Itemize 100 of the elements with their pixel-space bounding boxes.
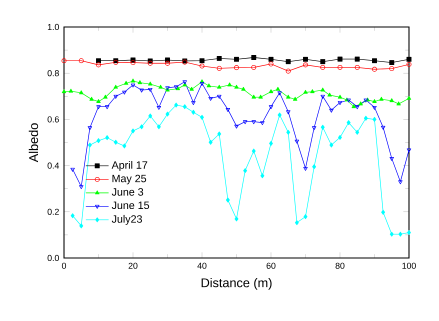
point bbox=[243, 168, 248, 174]
point bbox=[303, 62, 308, 68]
point bbox=[379, 96, 384, 101]
point bbox=[89, 96, 94, 101]
point bbox=[286, 110, 290, 114]
point bbox=[286, 59, 291, 64]
point bbox=[407, 230, 411, 236]
point bbox=[96, 105, 101, 110]
point bbox=[79, 223, 84, 228]
point bbox=[104, 105, 110, 110]
x-tick-label: 80 bbox=[336, 262, 344, 269]
point bbox=[292, 96, 298, 101]
point bbox=[234, 56, 239, 62]
point bbox=[234, 124, 239, 129]
point bbox=[398, 232, 402, 237]
point bbox=[396, 101, 401, 106]
point bbox=[286, 68, 291, 74]
y-tick-label: 0.2 bbox=[48, 208, 59, 215]
point bbox=[364, 116, 368, 121]
point bbox=[182, 80, 187, 84]
point bbox=[258, 94, 263, 99]
point bbox=[70, 213, 75, 218]
point bbox=[294, 140, 300, 144]
point bbox=[226, 198, 230, 202]
point bbox=[174, 102, 178, 108]
point bbox=[114, 140, 118, 145]
x-tick-label: 20 bbox=[128, 262, 138, 269]
point bbox=[166, 112, 170, 117]
point bbox=[329, 142, 334, 148]
point bbox=[148, 88, 152, 92]
point bbox=[200, 58, 204, 64]
point bbox=[165, 60, 170, 66]
point bbox=[148, 82, 152, 86]
point bbox=[131, 128, 135, 134]
point bbox=[389, 66, 394, 72]
point bbox=[156, 106, 162, 110]
point bbox=[227, 82, 232, 86]
point bbox=[346, 120, 351, 126]
y-tick-label: 0.4 bbox=[48, 162, 60, 169]
point bbox=[208, 96, 213, 101]
point bbox=[372, 58, 377, 64]
point bbox=[251, 55, 256, 60]
point bbox=[354, 56, 360, 62]
point bbox=[390, 98, 394, 102]
point bbox=[312, 126, 316, 130]
point bbox=[276, 86, 280, 91]
point bbox=[96, 99, 101, 104]
point bbox=[79, 185, 84, 190]
point bbox=[226, 108, 230, 112]
point bbox=[217, 94, 222, 99]
point bbox=[79, 90, 84, 94]
point bbox=[320, 59, 326, 64]
point bbox=[268, 56, 274, 62]
point bbox=[234, 216, 238, 222]
point bbox=[234, 65, 239, 70]
point bbox=[320, 94, 325, 99]
point bbox=[130, 84, 136, 88]
point bbox=[354, 64, 360, 70]
point bbox=[252, 94, 256, 99]
x-tick-label: 60 bbox=[266, 262, 276, 269]
y-tick-label: 0.6 bbox=[48, 116, 59, 122]
point bbox=[189, 86, 194, 91]
point bbox=[327, 92, 332, 97]
point bbox=[406, 96, 412, 100]
point bbox=[216, 56, 222, 61]
point bbox=[320, 88, 325, 92]
point bbox=[260, 173, 264, 178]
point bbox=[216, 66, 222, 71]
point bbox=[338, 101, 342, 105]
point bbox=[96, 58, 101, 64]
legend-label: April 17 bbox=[112, 160, 148, 171]
point bbox=[103, 94, 108, 99]
point bbox=[234, 84, 239, 89]
point bbox=[406, 56, 412, 62]
point bbox=[148, 113, 152, 118]
point bbox=[139, 88, 144, 93]
point bbox=[390, 157, 394, 161]
point bbox=[88, 142, 92, 148]
x-axis-title: Distance (m) bbox=[202, 278, 272, 290]
point bbox=[138, 80, 142, 84]
point bbox=[217, 131, 222, 136]
point bbox=[320, 124, 325, 130]
point bbox=[389, 60, 394, 66]
point bbox=[277, 91, 282, 96]
point bbox=[338, 94, 342, 99]
point bbox=[294, 220, 299, 226]
point bbox=[398, 180, 403, 184]
point bbox=[191, 101, 196, 105]
point bbox=[390, 232, 394, 237]
y-tick-label: 0.8 bbox=[48, 70, 59, 76]
point bbox=[200, 114, 204, 120]
legend-label: June 3 bbox=[112, 188, 144, 196]
point bbox=[140, 124, 144, 130]
point bbox=[251, 64, 256, 70]
point bbox=[286, 94, 290, 99]
point bbox=[105, 135, 110, 140]
point bbox=[303, 90, 308, 94]
y-axis-title: Albedo bbox=[28, 123, 38, 162]
y-tick-label: 1.0 bbox=[48, 24, 59, 30]
point bbox=[358, 101, 363, 106]
